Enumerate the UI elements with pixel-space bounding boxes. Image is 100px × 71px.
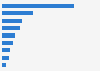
Bar — [2, 26, 20, 30]
Bar — [2, 33, 15, 38]
Bar — [2, 4, 74, 8]
Bar — [2, 56, 9, 60]
Bar — [2, 19, 22, 23]
Bar — [2, 41, 13, 45]
Bar — [2, 11, 33, 15]
Bar — [2, 48, 10, 52]
Bar — [2, 63, 6, 67]
